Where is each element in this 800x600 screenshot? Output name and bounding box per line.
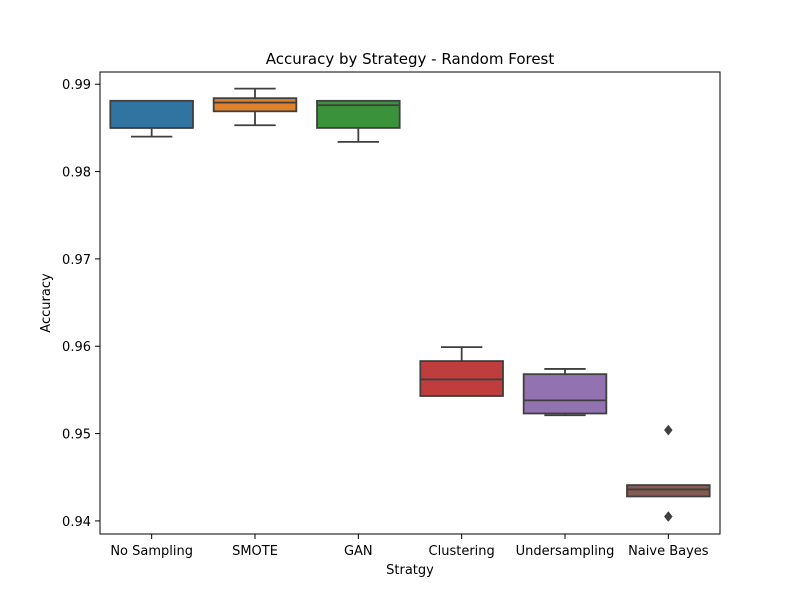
y-tick-label: 0.96 bbox=[62, 340, 91, 355]
x-tick-label: Undersampling bbox=[516, 544, 615, 559]
y-tick-label: 0.94 bbox=[62, 515, 91, 530]
axes-frame bbox=[99, 71, 721, 535]
y-tick-label: 0.99 bbox=[62, 78, 91, 93]
x-axis-label: Stratgy bbox=[386, 563, 434, 578]
x-tick-label: SMOTE bbox=[232, 544, 278, 559]
box-undersampling bbox=[522, 373, 608, 415]
y-tick-label: 0.95 bbox=[62, 428, 91, 443]
box-naive-bayes bbox=[626, 484, 711, 498]
chart-title: Accuracy by Strategy - Random Forest bbox=[266, 50, 555, 68]
x-tick-label: Clustering bbox=[429, 544, 495, 559]
y-tick-label: 0.97 bbox=[62, 253, 91, 268]
plot-area: 0.94 0.95 0.96 0.97 0.98 0.99 No Sampling SMOTE… bbox=[62, 78, 711, 559]
box-no-sampling bbox=[109, 99, 194, 129]
y-tick-label: 0.98 bbox=[62, 166, 91, 181]
outlier-point bbox=[664, 511, 673, 522]
x-tick-label: Naive Bayes bbox=[628, 544, 709, 559]
outlier-point bbox=[664, 424, 673, 436]
x-tick-label: No Sampling bbox=[110, 544, 193, 559]
box-smote bbox=[212, 97, 298, 113]
y-axis-label: Accuracy bbox=[39, 273, 54, 333]
x-tick-label: GAN bbox=[344, 544, 373, 559]
